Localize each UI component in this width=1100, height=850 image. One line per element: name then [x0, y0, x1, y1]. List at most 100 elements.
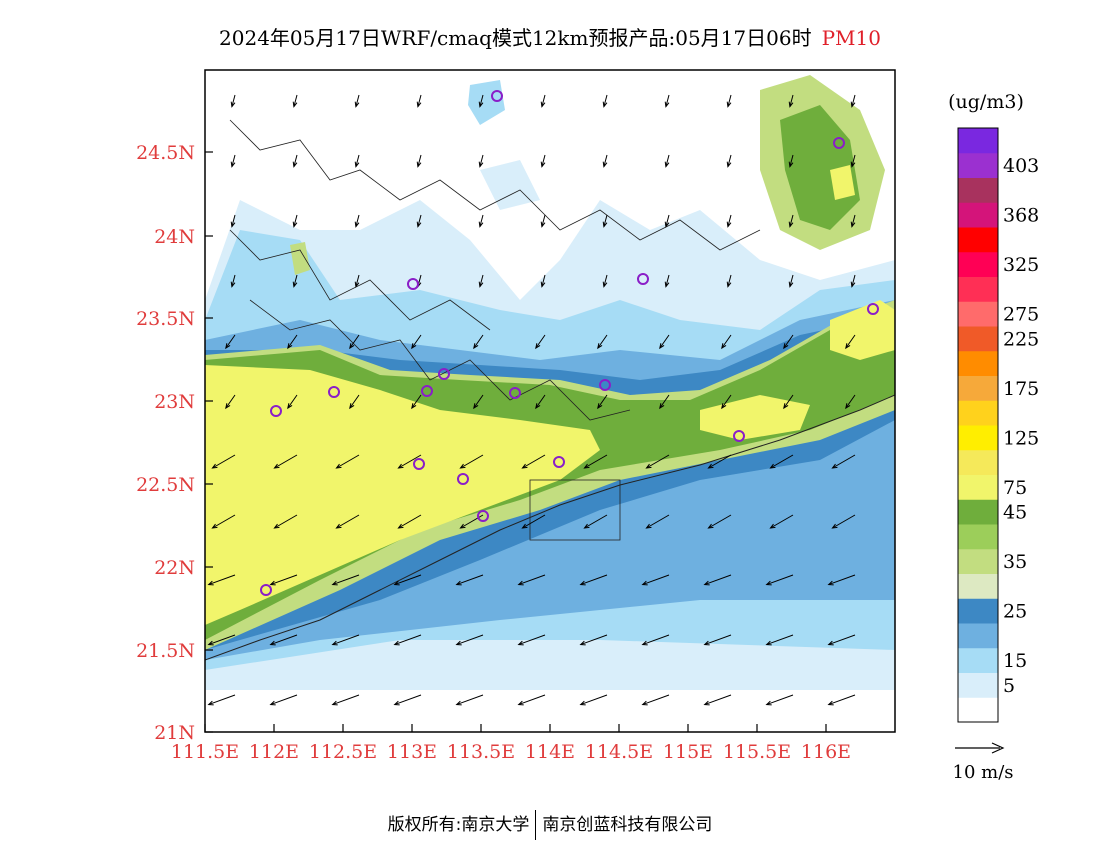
wind-arrow	[478, 154, 484, 168]
wind-arrow	[354, 214, 360, 228]
wind-arrow	[664, 274, 670, 288]
wind-arrow	[827, 574, 856, 586]
wind-arrow	[783, 334, 794, 350]
lon-tick-label: 113E	[387, 741, 437, 763]
wind-arrow	[230, 154, 236, 168]
wind-arrow	[292, 154, 298, 168]
colorbar-bin	[958, 623, 998, 649]
wind-arrow	[602, 94, 608, 108]
colorbar-bin	[958, 350, 998, 376]
wind-arrow	[765, 634, 794, 646]
colorbar-bin	[958, 425, 998, 451]
wind-arrow	[579, 694, 608, 706]
wind-arrow	[659, 334, 670, 350]
wind-arrow	[230, 94, 236, 108]
lon-tick-label: 112.5E	[309, 741, 377, 763]
wind-arrow	[225, 334, 236, 350]
wind-arrow	[478, 274, 484, 288]
wind-arrow	[540, 94, 546, 108]
wind-arrow	[292, 94, 298, 108]
footer-divider	[535, 810, 537, 840]
colorbar-bin	[958, 326, 998, 352]
wind-arrow	[703, 694, 732, 706]
wind-arrow	[583, 454, 608, 469]
colorbar-bin	[958, 573, 998, 599]
wind-arrow	[726, 274, 732, 288]
wind-arrow	[583, 514, 608, 529]
station-marker	[421, 385, 433, 397]
wind-arrow	[641, 634, 670, 646]
lon-tick-label: 115.5E	[723, 741, 791, 763]
wind-arrow	[292, 214, 298, 228]
wind-arrow	[645, 454, 670, 469]
colorbar-bin	[958, 449, 998, 475]
colorbar-label: 75	[1003, 477, 1027, 499]
colorbar-bin	[958, 598, 998, 624]
wind-arrow	[707, 454, 732, 469]
wind-arrow	[349, 334, 360, 350]
station-marker	[270, 405, 282, 417]
wind-arrow	[540, 214, 546, 228]
wind-arrow	[211, 514, 236, 529]
colorbar-label: 25	[1003, 601, 1027, 623]
wind-arrow	[641, 694, 670, 706]
colorbar-label: 403	[1003, 155, 1039, 177]
wind-vectors	[207, 94, 856, 706]
wind-legend-arrow-icon	[991, 742, 1005, 754]
lat-tick-label: 24N	[154, 226, 195, 248]
wind-arrow	[597, 334, 608, 350]
wind-arrow	[540, 274, 546, 288]
wind-arrow	[393, 694, 422, 706]
colorbar-bin	[958, 202, 998, 228]
lat-tick-label: 23N	[154, 391, 195, 413]
wind-arrow	[393, 634, 422, 646]
wind-arrow	[602, 214, 608, 228]
colorbar-bin	[958, 177, 998, 203]
station-marker	[438, 368, 450, 380]
wind-arrow	[207, 694, 236, 706]
wind-arrow	[703, 574, 732, 586]
wind-arrow	[292, 274, 298, 288]
concentration-field	[205, 70, 895, 732]
wind-arrow	[602, 154, 608, 168]
wind-arrow	[478, 214, 484, 228]
station-marker	[733, 430, 745, 442]
wind-arrow	[230, 274, 236, 288]
colorbar-bin	[958, 301, 998, 327]
wind-arrow	[788, 94, 794, 108]
copyright-footer: 版权所有:南京大学 南京创蓝科技有限公司	[0, 810, 1100, 840]
wind-arrow	[331, 694, 360, 706]
wind-arrow	[664, 154, 670, 168]
wind-arrow	[273, 514, 298, 529]
wind-arrow	[783, 394, 794, 410]
station-marker	[637, 273, 649, 285]
colorbar-bin	[958, 474, 998, 500]
wind-arrow	[269, 634, 298, 646]
wind-arrow	[411, 334, 422, 350]
wind-arrow	[659, 394, 670, 410]
wind-arrow	[703, 634, 732, 646]
map-title: 2024年05月17日WRF/cmaq模式12km预报产品:05月17日06时 P…	[0, 22, 1100, 51]
lat-tick-label: 22.5N	[136, 474, 195, 496]
wind-arrow	[273, 454, 298, 469]
colorbar-bin	[958, 400, 998, 426]
wind-arrow	[641, 574, 670, 586]
wind-arrow	[354, 94, 360, 108]
wind-arrow	[827, 694, 856, 706]
wind-arrow	[416, 94, 422, 108]
wind-arrow	[664, 214, 670, 228]
colorbar-bin	[958, 672, 998, 698]
wind-arrow	[397, 514, 422, 529]
colorbar-label: 5	[1003, 675, 1015, 697]
wind-arrow	[827, 634, 856, 646]
title-main: 2024年05月17日WRF/cmaq模式12km预报产品:05月17日06时	[219, 26, 812, 50]
colorbar-label: 275	[1003, 304, 1039, 326]
wind-arrow	[416, 214, 422, 228]
colorbar-bin	[958, 548, 998, 574]
lat-tick-label: 23.5N	[136, 308, 195, 330]
colorbar-label: 35	[1003, 551, 1027, 573]
wind-arrow	[521, 454, 546, 469]
wind-arrow	[397, 454, 422, 469]
station-marker	[553, 456, 565, 468]
